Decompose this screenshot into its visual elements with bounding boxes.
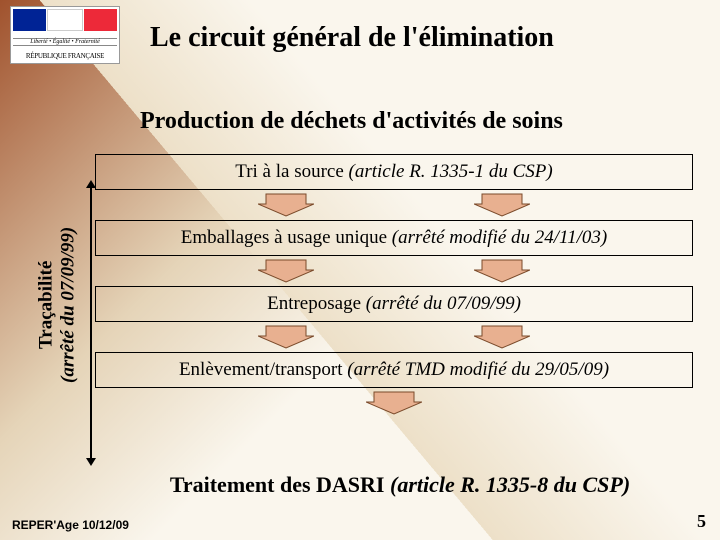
side-label-tracabilite: Traçabilité (arrêté du 07/09/99) (22, 192, 92, 418)
down-arrow-icon (474, 324, 530, 350)
footer-left: REPER'Age 10/12/09 (12, 518, 129, 532)
final-text: Traitement des DASRI (170, 472, 390, 497)
step-box-3: Entreposage (arrêté du 07/09/99) (95, 286, 693, 322)
slide-subtitle: Production de déchets d'activités de soi… (140, 108, 563, 135)
page-number: 5 (697, 511, 706, 532)
arrow-row-1 (95, 190, 693, 220)
logo-country: RÉPUBLIQUE FRANÇAISE (13, 53, 117, 61)
down-arrow-icon (258, 258, 314, 284)
side-label-line2: (arrêté du 07/09/99) (57, 227, 78, 383)
slide-title: Le circuit général de l'élimination (150, 22, 554, 54)
step-4-text: Enlèvement/transport (179, 359, 347, 380)
republique-francaise-logo: Liberté • Égalité • Fraternité RÉPUBLIQU… (10, 6, 120, 64)
step-3-text: Entreposage (267, 293, 366, 314)
arrow-row-4 (95, 388, 693, 418)
step-4-ref: (arrêté TMD modifié du 29/05/09) (347, 359, 609, 380)
down-arrow-icon (258, 324, 314, 350)
logo-motto: Liberté • Égalité • Fraternité (13, 38, 117, 47)
down-arrow-icon (258, 192, 314, 218)
step-1-text: Tri à la source (235, 161, 348, 182)
step-1-ref: (article R. 1335-1 du CSP) (349, 161, 553, 182)
down-arrow-icon (474, 258, 530, 284)
step-3-ref: (arrêté du 07/09/99) (366, 293, 521, 314)
step-box-1: Tri à la source (article R. 1335-1 du CS… (95, 154, 693, 190)
arrow-row-2 (95, 256, 693, 286)
side-label-line1: Traçabilité (35, 261, 56, 349)
down-arrow-icon (366, 390, 422, 416)
flow-container: Tri à la source (article R. 1335-1 du CS… (95, 154, 693, 418)
step-box-2: Emballages à usage unique (arrêté modifi… (95, 220, 693, 256)
step-2-text: Emballages à usage unique (181, 227, 392, 248)
down-arrow-icon (474, 192, 530, 218)
arrow-row-3 (95, 322, 693, 352)
step-2-ref: (arrêté modifié du 24/11/03) (392, 227, 607, 248)
final-step: Traitement des DASRI (article R. 1335-8 … (100, 472, 700, 498)
step-box-4: Enlèvement/transport (arrêté TMD modifié… (95, 352, 693, 388)
final-ref: (article R. 1335-8 du CSP) (390, 472, 630, 497)
